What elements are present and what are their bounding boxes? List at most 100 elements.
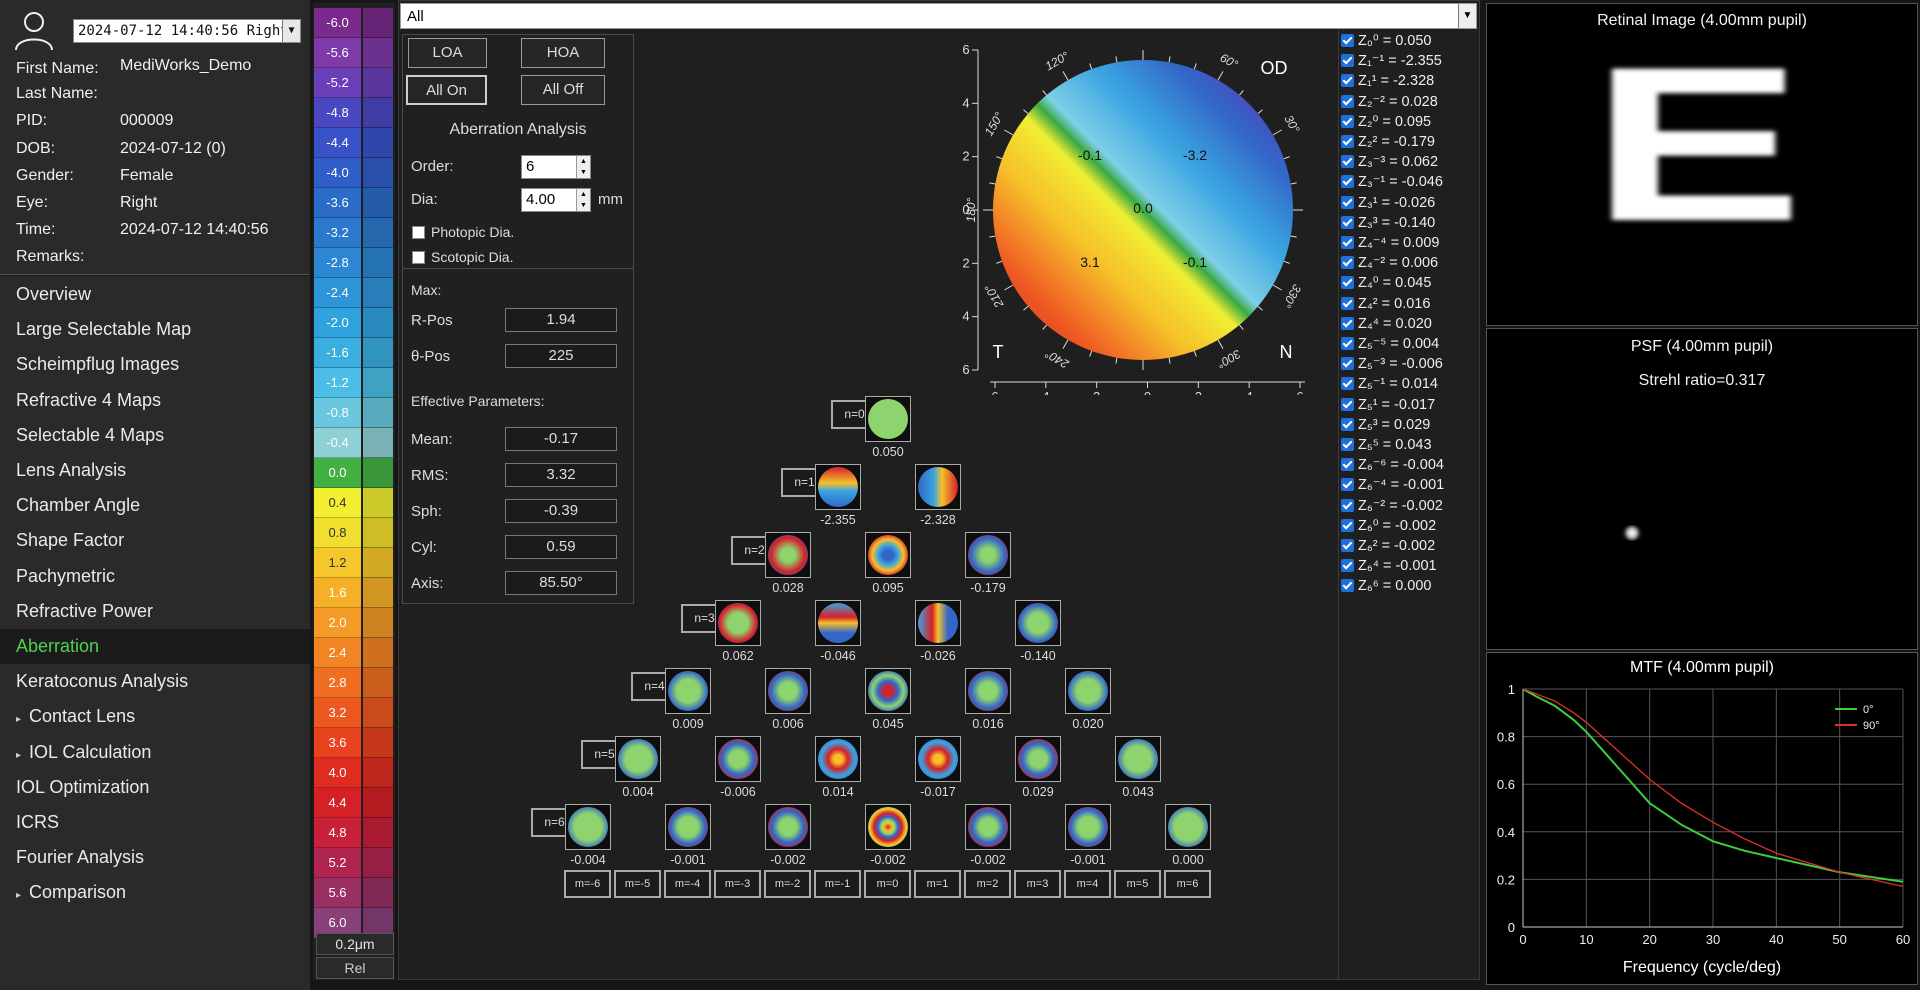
term-filter-select[interactable]: All ▼ xyxy=(400,3,1477,29)
coefficient-checkbox[interactable] xyxy=(1341,94,1354,108)
coefficient-item[interactable]: Z₅⁻⁵ = 0.004 xyxy=(1341,335,1439,353)
zernike-term-map[interactable] xyxy=(1115,736,1161,782)
zernike-term-map[interactable] xyxy=(765,804,811,850)
coefficient-item[interactable]: Z₆⁴ = -0.001 xyxy=(1341,557,1437,575)
stepper-arrows-icon[interactable]: ▲ ▼ xyxy=(576,189,590,211)
nav-item-iol-optimization[interactable]: IOL Optimization xyxy=(0,770,310,805)
m-label[interactable]: m=6 xyxy=(1164,870,1211,898)
zernike-term-map[interactable] xyxy=(865,396,911,442)
nav-item-contact-lens[interactable]: ▸ Contact Lens xyxy=(0,699,310,734)
nav-item-chamber-angle[interactable]: Chamber Angle xyxy=(0,488,310,523)
coefficient-checkbox[interactable] xyxy=(1341,559,1354,573)
m-label[interactable]: m=0 xyxy=(864,870,911,898)
m-label[interactable]: m=-5 xyxy=(614,870,661,898)
coefficient-checkbox[interactable] xyxy=(1341,417,1354,431)
coefficient-item[interactable]: Z₃¹ = -0.026 xyxy=(1341,194,1435,212)
coefficient-checkbox[interactable] xyxy=(1341,438,1354,451)
zernike-term-map[interactable] xyxy=(965,668,1011,714)
coefficient-checkbox[interactable] xyxy=(1341,256,1354,270)
zernike-term-map[interactable] xyxy=(865,668,911,714)
zernike-term-map[interactable] xyxy=(715,736,761,782)
zernike-term-map[interactable] xyxy=(565,804,611,850)
coefficient-checkbox[interactable] xyxy=(1341,195,1354,209)
coefficient-checkbox[interactable] xyxy=(1341,316,1354,330)
nav-item-refractive-power[interactable]: Refractive Power xyxy=(0,594,310,629)
all-on-button[interactable]: All On xyxy=(406,75,487,105)
scale-step-button[interactable]: 0.2μm xyxy=(316,933,394,955)
all-off-button[interactable]: All Off xyxy=(521,75,605,105)
coefficient-checkbox[interactable] xyxy=(1341,74,1354,88)
nav-item-refractive-4-maps[interactable]: Refractive 4 Maps xyxy=(0,383,310,418)
coefficient-checkbox[interactable] xyxy=(1341,54,1354,68)
zernike-term-map[interactable] xyxy=(965,532,1011,578)
coefficient-item[interactable]: Z₃⁻¹ = -0.046 xyxy=(1341,173,1443,191)
coefficient-checkbox[interactable] xyxy=(1341,579,1354,593)
coefficient-item[interactable]: Z₂⁻² = 0.028 xyxy=(1341,93,1438,111)
coefficient-checkbox[interactable] xyxy=(1341,377,1354,391)
coefficient-item[interactable]: Z₆⁻⁶ = -0.004 xyxy=(1341,456,1444,474)
coefficient-checkbox[interactable] xyxy=(1341,498,1354,512)
nav-item-icrs[interactable]: ICRS xyxy=(0,805,310,840)
m-label[interactable]: m=-3 xyxy=(714,870,761,898)
coefficient-item[interactable]: Z₅⁻³ = -0.006 xyxy=(1341,355,1443,373)
zernike-term-map[interactable] xyxy=(1065,668,1111,714)
nav-item-lens-analysis[interactable]: Lens Analysis xyxy=(0,453,310,488)
coefficient-item[interactable]: Z₄⁻² = 0.006 xyxy=(1341,254,1438,272)
zernike-term-map[interactable] xyxy=(1065,804,1111,850)
zernike-term-map[interactable] xyxy=(765,532,811,578)
coefficient-checkbox[interactable] xyxy=(1341,34,1354,47)
m-label[interactable]: m=5 xyxy=(1114,870,1161,898)
zernike-term-map[interactable] xyxy=(865,804,911,850)
photopic-checkbox[interactable] xyxy=(412,226,425,239)
nav-item-scheimpflug-images[interactable]: Scheimpflug Images xyxy=(0,347,310,382)
scale-mode-button[interactable]: Rel xyxy=(316,957,394,979)
nav-item-aberration[interactable]: Aberration xyxy=(0,629,310,664)
coefficient-item[interactable]: Z₆⁰ = -0.002 xyxy=(1341,517,1436,535)
zernike-term-map[interactable] xyxy=(815,600,861,646)
coefficient-item[interactable]: Z₅⁵ = 0.043 xyxy=(1341,436,1432,454)
nav-item-iol-calculation[interactable]: ▸ IOL Calculation xyxy=(0,735,310,770)
stepper-arrows-icon[interactable]: ▲ ▼ xyxy=(576,156,590,178)
coefficient-checkbox[interactable] xyxy=(1341,296,1354,310)
coefficient-checkbox[interactable] xyxy=(1341,114,1354,128)
m-label[interactable]: m=-6 xyxy=(564,870,611,898)
coefficient-item[interactable]: Z₅³ = 0.029 xyxy=(1341,416,1430,434)
zernike-term-map[interactable] xyxy=(615,736,661,782)
coefficient-checkbox[interactable] xyxy=(1341,276,1354,290)
coefficient-item[interactable]: Z₀⁰ = 0.050 xyxy=(1341,32,1432,50)
coefficient-item[interactable]: Z₃³ = -0.140 xyxy=(1341,214,1435,232)
coefficient-checkbox[interactable] xyxy=(1341,539,1354,552)
expand-arrow-icon[interactable]: ▸ xyxy=(16,890,22,902)
zernike-term-map[interactable] xyxy=(915,600,961,646)
dia-stepper[interactable]: 4.00 ▲ ▼ xyxy=(521,188,591,212)
m-label[interactable]: m=-2 xyxy=(764,870,811,898)
coefficient-checkbox[interactable] xyxy=(1341,155,1354,169)
coefficient-checkbox[interactable] xyxy=(1341,236,1354,249)
zernike-term-map[interactable] xyxy=(715,600,761,646)
order-stepper[interactable]: 6 ▲ ▼ xyxy=(521,155,591,179)
loa-button[interactable]: LOA xyxy=(408,38,487,68)
hoa-button[interactable]: HOA xyxy=(521,38,605,68)
coefficient-item[interactable]: Z₅¹ = -0.017 xyxy=(1341,396,1435,414)
zernike-term-map[interactable] xyxy=(765,668,811,714)
coefficient-item[interactable]: Z₆⁻⁴ = -0.001 xyxy=(1341,476,1444,494)
nav-item-keratoconus-analysis[interactable]: Keratoconus Analysis xyxy=(0,664,310,699)
coefficient-checkbox[interactable] xyxy=(1341,175,1354,189)
coefficient-checkbox[interactable] xyxy=(1341,397,1354,411)
coefficient-item[interactable]: Z₅⁻¹ = 0.014 xyxy=(1341,375,1438,393)
m-label[interactable]: m=-4 xyxy=(664,870,711,898)
zernike-term-map[interactable] xyxy=(665,804,711,850)
chevron-down-icon[interactable]: ▼ xyxy=(282,20,300,42)
nav-item-pachymetric[interactable]: Pachymetric xyxy=(0,559,310,594)
visit-select[interactable]: 2024-07-12 14:40:56 Right ▼ xyxy=(73,19,301,43)
coefficient-item[interactable]: Z₁¹ = -2.328 xyxy=(1341,72,1434,90)
coefficient-checkbox[interactable] xyxy=(1341,478,1354,492)
wavefront-map[interactable]: 66442200224466 0°30°60°120°150°180°210°2… xyxy=(950,40,1305,395)
zernike-term-map[interactable] xyxy=(915,736,961,782)
zernike-term-map[interactable] xyxy=(1165,804,1211,850)
coefficient-checkbox[interactable] xyxy=(1341,458,1354,472)
coefficient-item[interactable]: Z₆⁻² = -0.002 xyxy=(1341,497,1443,515)
zernike-term-map[interactable] xyxy=(815,464,861,510)
coefficient-checkbox[interactable] xyxy=(1341,357,1354,371)
m-label[interactable]: m=2 xyxy=(964,870,1011,898)
